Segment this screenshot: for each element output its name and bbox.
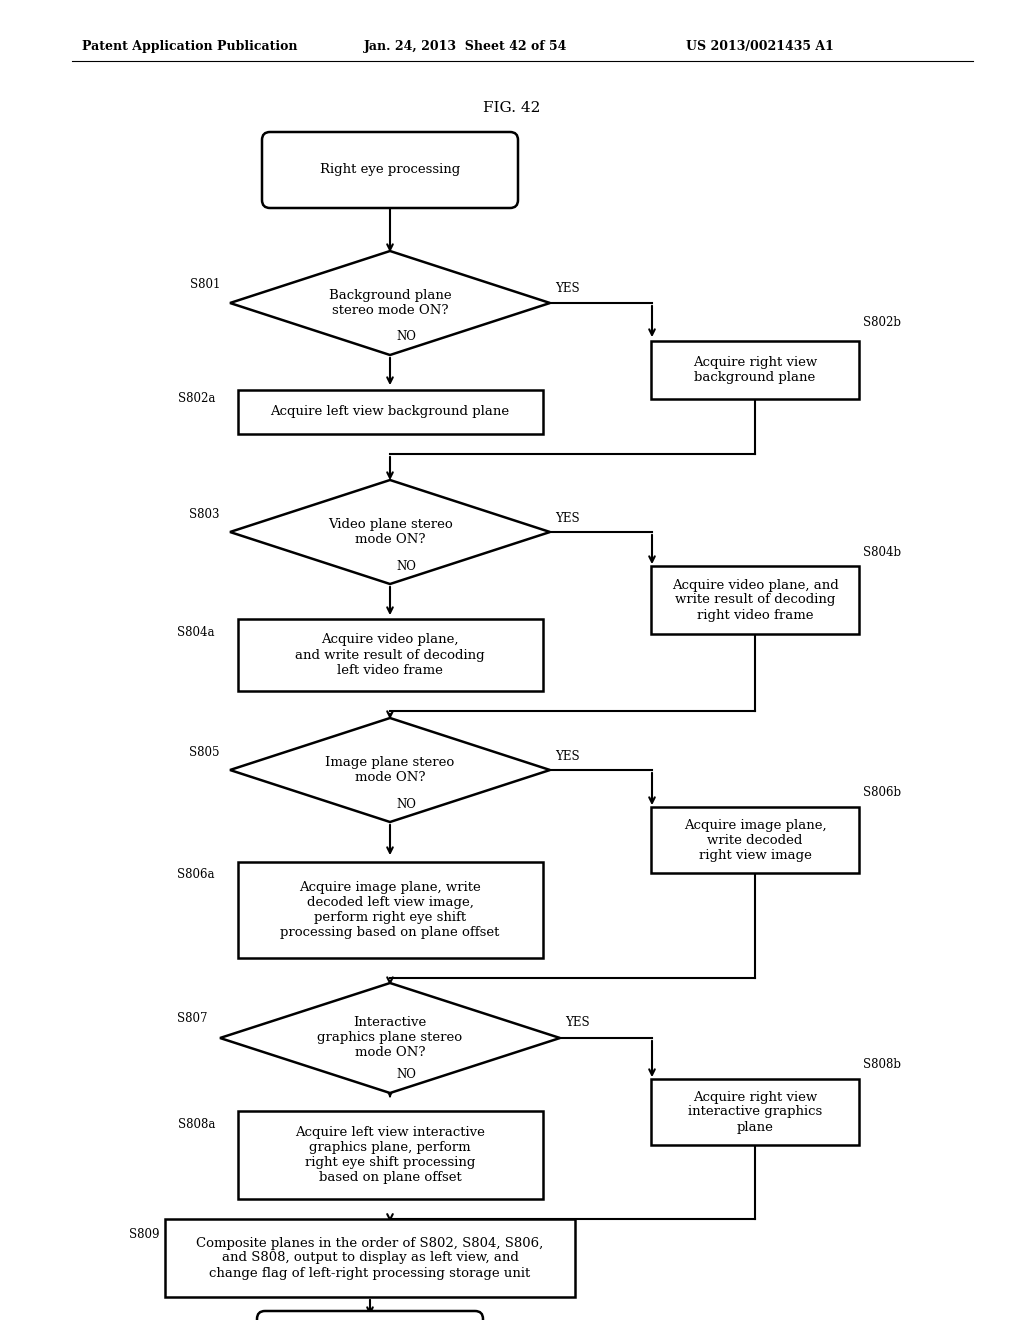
- Text: S807: S807: [177, 1011, 208, 1024]
- Text: Acquire image plane, write
decoded left view image,
perform right eye shift
proc: Acquire image plane, write decoded left …: [281, 880, 500, 939]
- Text: S802b: S802b: [863, 317, 901, 330]
- Text: S809: S809: [129, 1228, 160, 1241]
- Text: S803: S803: [189, 507, 220, 520]
- Bar: [238, 389, 543, 434]
- Text: Acquire left view background plane: Acquire left view background plane: [270, 405, 510, 418]
- Bar: [165, 1218, 575, 1298]
- Polygon shape: [220, 983, 560, 1093]
- Text: NO: NO: [396, 560, 416, 573]
- FancyBboxPatch shape: [262, 132, 518, 209]
- Text: S802a: S802a: [177, 392, 215, 404]
- Text: S804b: S804b: [863, 545, 901, 558]
- Bar: [651, 566, 859, 634]
- Text: YES: YES: [555, 282, 580, 296]
- Text: US 2013/0021435 A1: US 2013/0021435 A1: [686, 40, 834, 53]
- FancyBboxPatch shape: [257, 1311, 483, 1320]
- Text: Acquire right view
background plane: Acquire right view background plane: [693, 356, 817, 384]
- Text: S801: S801: [189, 279, 220, 292]
- Text: Interactive
graphics plane stereo
mode ON?: Interactive graphics plane stereo mode O…: [317, 1016, 463, 1060]
- Text: S804a: S804a: [177, 627, 215, 639]
- Text: FIG. 42: FIG. 42: [483, 102, 541, 115]
- Text: Acquire video plane, and
write result of decoding
right video frame: Acquire video plane, and write result of…: [672, 578, 839, 622]
- Bar: [651, 807, 859, 873]
- Text: S808b: S808b: [863, 1059, 901, 1072]
- Polygon shape: [230, 480, 550, 583]
- Bar: [651, 341, 859, 399]
- Text: NO: NO: [396, 797, 416, 810]
- Bar: [651, 1078, 859, 1144]
- Polygon shape: [230, 718, 550, 822]
- Text: YES: YES: [555, 511, 580, 524]
- Text: Acquire right view
interactive graphics
plane: Acquire right view interactive graphics …: [688, 1090, 822, 1134]
- Text: YES: YES: [555, 750, 580, 763]
- Text: Video plane stereo
mode ON?: Video plane stereo mode ON?: [328, 517, 453, 546]
- Text: YES: YES: [565, 1015, 590, 1028]
- Bar: [238, 862, 543, 958]
- Text: Acquire video plane,
and write result of decoding
left video frame: Acquire video plane, and write result of…: [295, 634, 484, 676]
- Bar: [238, 619, 543, 690]
- Text: Background plane
stereo mode ON?: Background plane stereo mode ON?: [329, 289, 452, 317]
- Text: Composite planes in the order of S802, S804, S806,
and S808, output to display a: Composite planes in the order of S802, S…: [197, 1237, 544, 1279]
- Text: Acquire left view interactive
graphics plane, perform
right eye shift processing: Acquire left view interactive graphics p…: [295, 1126, 485, 1184]
- Text: Jan. 24, 2013  Sheet 42 of 54: Jan. 24, 2013 Sheet 42 of 54: [364, 40, 567, 53]
- Text: Right eye processing: Right eye processing: [319, 164, 460, 177]
- Text: Acquire image plane,
write decoded
right view image: Acquire image plane, write decoded right…: [684, 818, 826, 862]
- Text: NO: NO: [396, 330, 416, 343]
- Text: S808a: S808a: [177, 1118, 215, 1131]
- Text: S805: S805: [189, 746, 220, 759]
- Text: Image plane stereo
mode ON?: Image plane stereo mode ON?: [326, 756, 455, 784]
- Text: NO: NO: [396, 1068, 416, 1081]
- Polygon shape: [230, 251, 550, 355]
- Text: S806b: S806b: [863, 787, 901, 800]
- Text: Patent Application Publication: Patent Application Publication: [82, 40, 297, 53]
- Text: S806a: S806a: [177, 869, 215, 882]
- Bar: [238, 1111, 543, 1199]
